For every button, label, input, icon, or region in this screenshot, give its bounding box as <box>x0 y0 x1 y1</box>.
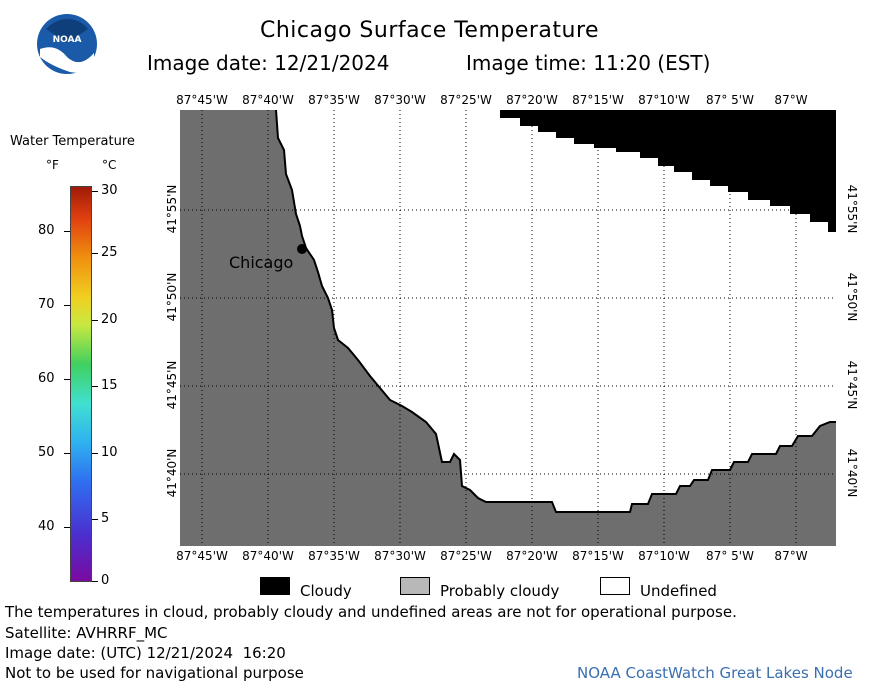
chicago-label: Chicago <box>229 253 294 272</box>
lon-label-bottom: 87°35'W <box>308 549 360 563</box>
colorbar-f-tick: 70 <box>38 297 55 312</box>
lon-label-top: 87°40'W <box>242 93 294 107</box>
legend-undefined-swatch <box>600 577 630 595</box>
map-frame: Chicago <box>180 109 836 546</box>
lon-label-top: 87°45'W <box>176 93 228 107</box>
colorbar-c-tickmark <box>92 453 98 454</box>
lon-label-bottom: 87°25'W <box>440 549 492 563</box>
lon-label-bottom: 87°45'W <box>176 549 228 563</box>
lon-label-bottom: 87°40'W <box>242 549 294 563</box>
unit-f: °F <box>46 158 59 172</box>
lon-label-bottom: 87°10'W <box>638 549 690 563</box>
colorbar-f-tickmark <box>64 305 70 306</box>
colorbar-f-tick: 60 <box>38 371 55 386</box>
colorbar-c-tick: 30 <box>101 183 118 198</box>
colorbar-c-tickmark <box>92 253 98 254</box>
colorbar-c-tick: 5 <box>101 511 110 526</box>
colorbar-c-tickmark <box>92 320 98 321</box>
colorbar-c-tick: 25 <box>101 245 118 260</box>
image-time: Image time: 11:20 (EST) <box>466 51 711 75</box>
disclaimer-text: The temperatures in cloud, probably clou… <box>5 603 737 621</box>
lon-label-bottom: 87° 5'W <box>706 549 754 563</box>
colorbar-c-tick: 0 <box>101 573 110 588</box>
lat-label-right: 41°55'N <box>845 184 859 234</box>
chicago-marker <box>297 244 307 254</box>
colorbar-f-tick: 80 <box>38 223 55 238</box>
cloudy-region <box>500 110 836 232</box>
lon-label-top: 87°35'W <box>308 93 360 107</box>
colorbar-c-tickmark <box>92 581 98 582</box>
colorbar-c-tick: 20 <box>101 312 118 327</box>
lon-label-top: 87°15'W <box>572 93 624 107</box>
page-title: Chicago Surface Temperature <box>260 18 600 43</box>
utc-date-text: Image date: (UTC) 12/21/2024 16:20 <box>5 644 286 662</box>
lat-label-right: 41°45'N <box>845 360 859 410</box>
lat-label-left: 41°55'N <box>165 184 179 234</box>
legend-undefined-label: Undefined <box>640 582 717 600</box>
lon-label-top: 87°20'W <box>506 93 558 107</box>
lon-label-bottom: 87°30'W <box>374 549 426 563</box>
colorbar-f-tick: 50 <box>38 445 55 460</box>
lat-label-left: 41°50'N <box>165 272 179 322</box>
colorbar-f-tick: 40 <box>38 519 55 534</box>
noaa-logo: NOAA <box>36 13 98 75</box>
colorbar-f-tickmark <box>64 231 70 232</box>
image-date: Image date: 12/21/2024 <box>147 51 390 75</box>
colorbar-c-tick: 10 <box>101 445 118 460</box>
nav-warning-text: Not to be used for navigational purpose <box>5 664 304 682</box>
land-region <box>180 110 836 546</box>
satellite-text: Satellite: AVHRRF_MC <box>5 624 168 642</box>
colorbar-c-tickmark <box>92 519 98 520</box>
lon-label-top: 87° 5'W <box>706 93 754 107</box>
colorbar-c-tickmark <box>92 191 98 192</box>
lat-label-left: 41°45'N <box>165 360 179 410</box>
legend-cloudy-swatch <box>260 577 290 595</box>
lat-label-right: 41°50'N <box>845 272 859 322</box>
legend-cloudy-label: Cloudy <box>300 582 352 600</box>
lon-label-bottom: 87°20'W <box>506 549 558 563</box>
colorbar-c-tickmark <box>92 386 98 387</box>
credit-text: NOAA CoastWatch Great Lakes Node <box>577 664 853 682</box>
colorbar-f-tickmark <box>64 453 70 454</box>
legend-probably-cloudy-swatch <box>400 577 430 595</box>
colorbar <box>70 186 92 582</box>
lon-label-bottom: 87°15'W <box>572 549 624 563</box>
legend-probably-cloudy-label: Probably cloudy <box>440 582 560 600</box>
colorbar-f-tickmark <box>64 527 70 528</box>
lon-label-top: 87°10'W <box>638 93 690 107</box>
lon-label-bottom: 87°W <box>774 549 808 563</box>
logo-text: NOAA <box>52 35 82 45</box>
colorbar-title: Water Temperature <box>10 134 135 149</box>
lon-label-top: 87°30'W <box>374 93 426 107</box>
unit-c: °C <box>102 158 117 172</box>
lat-label-right: 41°40'N <box>845 448 859 498</box>
lon-label-top: 87°25'W <box>440 93 492 107</box>
colorbar-f-tickmark <box>64 379 70 380</box>
lon-label-top: 87°W <box>774 93 808 107</box>
colorbar-c-tick: 15 <box>101 378 118 393</box>
lat-label-left: 41°40'N <box>165 448 179 498</box>
